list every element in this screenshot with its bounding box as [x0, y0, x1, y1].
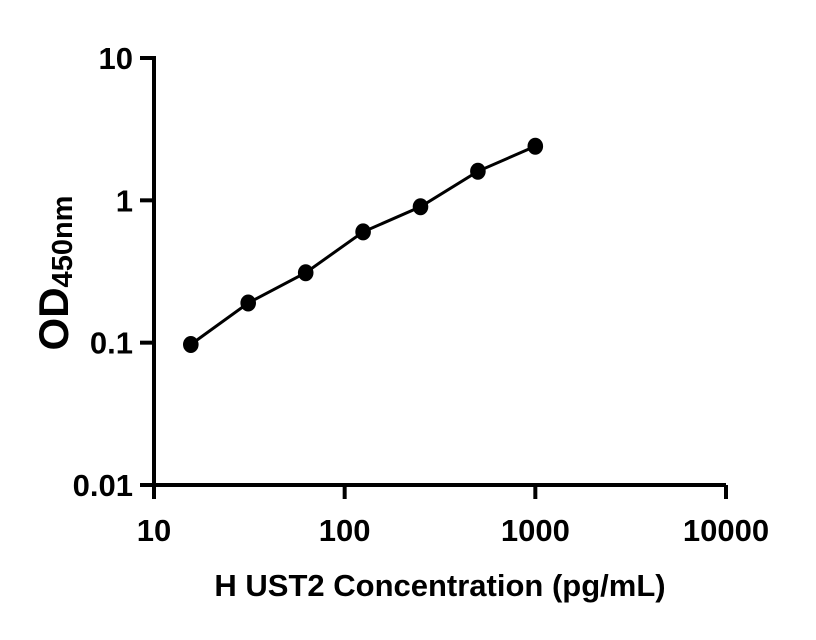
data-point	[355, 223, 371, 241]
x-axis-tick-label: 10000	[683, 513, 769, 548]
data-point	[412, 198, 429, 216]
y-axis-tick-label: 0.1	[90, 326, 133, 361]
y-axis-title: OD450nm	[30, 196, 79, 351]
x-axis-ticks: 10 100 1000 10000	[137, 485, 769, 548]
standard-curve-series	[183, 137, 544, 353]
axes	[152, 56, 726, 487]
y-axis-tick-label: 10	[99, 41, 133, 76]
x-axis-tick-label: 100	[319, 513, 371, 548]
data-point	[240, 294, 256, 312]
x-axis-title: H UST2 Concentration (pg/mL)	[214, 568, 665, 603]
y-axis-tick-label: 1	[116, 183, 133, 218]
x-axis-tick-label: 10	[137, 513, 171, 548]
data-point	[470, 162, 486, 180]
data-point	[527, 137, 544, 155]
y-axis-title-main: OD	[30, 287, 77, 350]
y-axis-tick-label: 0.01	[73, 468, 133, 503]
x-axis-tick-label: 1000	[501, 513, 570, 548]
y-axis-title-subscript: 450nm	[47, 196, 79, 288]
y-axis-ticks: 0.01 0.1 1 10	[73, 41, 154, 503]
data-point	[183, 336, 199, 353]
data-point	[297, 264, 314, 282]
